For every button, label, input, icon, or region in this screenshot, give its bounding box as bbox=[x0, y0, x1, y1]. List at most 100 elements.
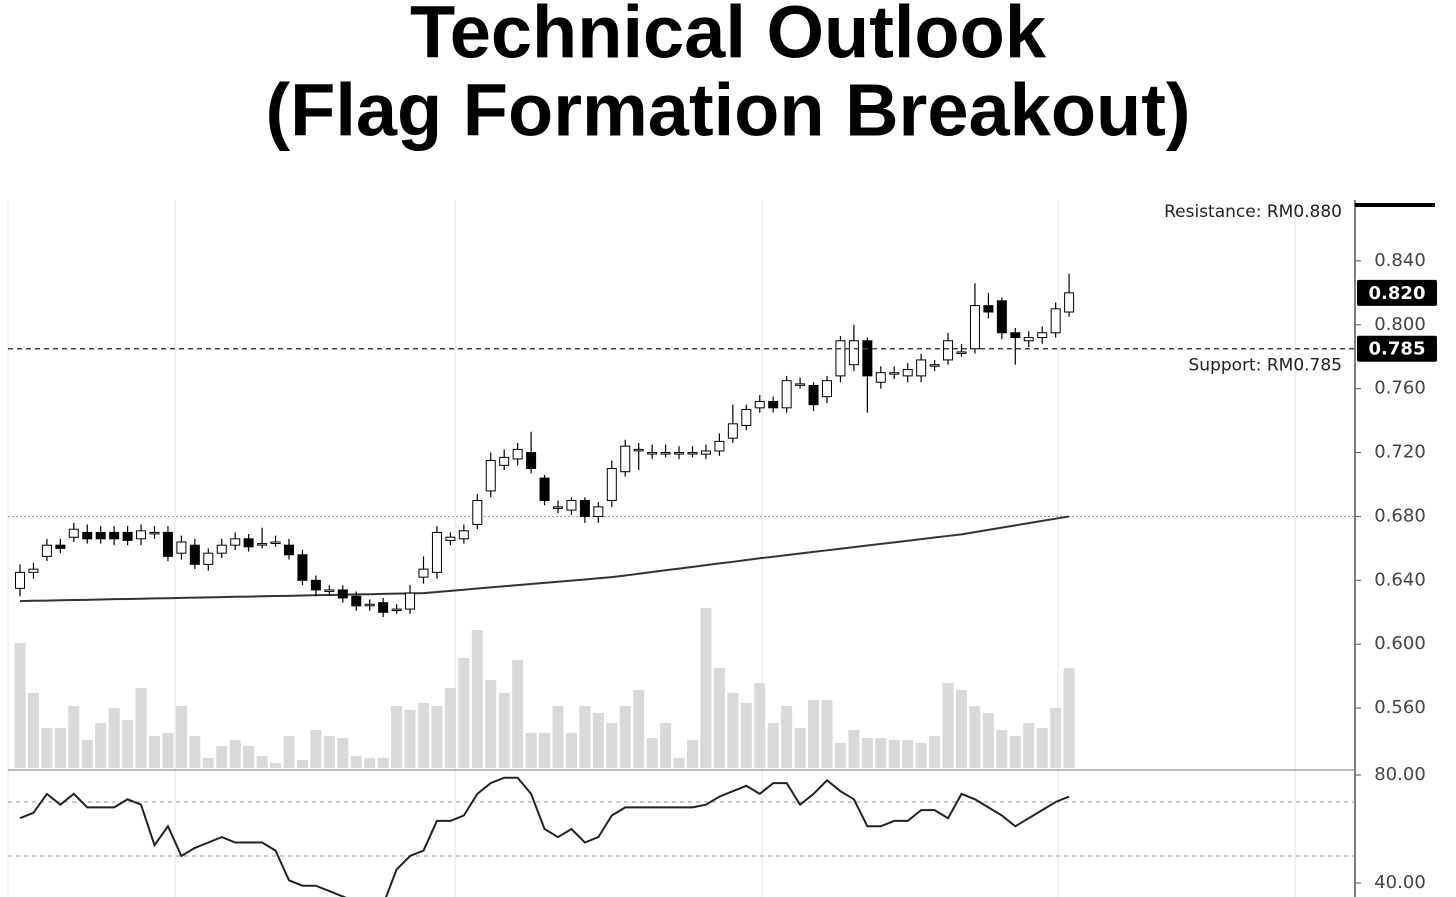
candle-body bbox=[458, 530, 469, 540]
time-grid bbox=[7, 200, 1296, 897]
candle-body bbox=[431, 531, 442, 573]
volume-bar bbox=[888, 740, 900, 768]
candle-body bbox=[472, 499, 483, 525]
candle-body bbox=[82, 531, 93, 540]
volume-bar bbox=[135, 688, 147, 768]
volume-bar bbox=[660, 723, 672, 768]
volume-bar bbox=[956, 690, 967, 768]
candle-body bbox=[1064, 292, 1075, 313]
volume-bar bbox=[552, 706, 564, 768]
candle-body bbox=[996, 300, 1007, 334]
candle-body bbox=[230, 538, 241, 546]
volume-bar bbox=[606, 723, 618, 768]
volume-bar bbox=[834, 743, 846, 768]
y-tick-label: 0.720 bbox=[1374, 442, 1426, 463]
y-tick-label: 0.680 bbox=[1374, 505, 1426, 526]
candle-body bbox=[95, 531, 106, 540]
volume-bar bbox=[915, 743, 927, 768]
volume-bar bbox=[929, 736, 941, 768]
volume-bar bbox=[175, 706, 187, 768]
candle-body bbox=[445, 536, 456, 541]
y-tick-label: 0.760 bbox=[1374, 378, 1426, 399]
volume-bar bbox=[256, 756, 268, 768]
volume-bar bbox=[216, 746, 228, 768]
volume-bar bbox=[14, 643, 26, 768]
candle-body bbox=[189, 544, 200, 565]
price-badge-label: 0.785 bbox=[1369, 339, 1426, 360]
moving-average bbox=[19, 515, 1070, 603]
candle-body bbox=[916, 359, 927, 377]
y-tick-label: 0.800 bbox=[1374, 314, 1426, 335]
candle-body bbox=[754, 400, 765, 409]
candle-body bbox=[983, 305, 994, 313]
volume-bar bbox=[781, 706, 793, 768]
candle-body bbox=[808, 384, 819, 406]
candle-body bbox=[660, 452, 671, 455]
candle-body bbox=[848, 340, 859, 366]
candle-body bbox=[822, 380, 832, 398]
candle-body bbox=[324, 589, 335, 592]
candle-body bbox=[593, 506, 604, 517]
candle-body bbox=[162, 531, 173, 557]
volume-bar bbox=[727, 693, 739, 768]
candle-body bbox=[364, 603, 375, 607]
volume-bar bbox=[498, 693, 510, 768]
candle-body bbox=[902, 369, 913, 377]
volume-bar bbox=[485, 680, 497, 768]
volume-bar bbox=[283, 736, 295, 768]
volume-bar bbox=[861, 738, 873, 768]
candle-body bbox=[15, 571, 25, 589]
candle-body bbox=[68, 528, 79, 538]
candle-body bbox=[929, 364, 940, 367]
candle-body bbox=[539, 477, 550, 501]
volume-bar bbox=[794, 728, 806, 768]
candle-body bbox=[485, 460, 496, 492]
candle-body bbox=[579, 499, 590, 517]
candle-body bbox=[553, 506, 563, 509]
volume-bar bbox=[81, 740, 93, 768]
volume-bar bbox=[350, 756, 362, 768]
candle-body bbox=[781, 380, 792, 409]
y-tick-label: 0.840 bbox=[1374, 250, 1426, 271]
volume-bar bbox=[364, 758, 376, 768]
volume-bar bbox=[189, 736, 201, 768]
candle-body bbox=[795, 383, 806, 386]
rsi-line bbox=[19, 776, 1070, 897]
chart-subtitle: (Flag Formation Breakout) bbox=[265, 69, 1190, 152]
volume-layer bbox=[14, 608, 1075, 768]
candle-body bbox=[176, 541, 187, 554]
volume-bar bbox=[391, 706, 403, 768]
volume-bar bbox=[687, 740, 698, 768]
candle-body bbox=[351, 595, 362, 607]
volume-bar bbox=[875, 738, 887, 768]
candle-body bbox=[889, 372, 900, 375]
volume-bar bbox=[982, 713, 994, 768]
candle-body bbox=[418, 568, 429, 578]
volume-bar bbox=[404, 710, 416, 768]
candle-body bbox=[875, 372, 886, 383]
volume-bar bbox=[54, 728, 66, 768]
volume-bar bbox=[229, 740, 241, 768]
volume-bar bbox=[1050, 708, 1062, 768]
volume-bar bbox=[108, 708, 120, 768]
candle-body bbox=[310, 579, 321, 591]
price-badge-label: 0.820 bbox=[1369, 283, 1426, 304]
volume-bar bbox=[740, 703, 752, 768]
candle-body bbox=[499, 456, 510, 466]
volume-bar bbox=[68, 706, 80, 768]
candle-body bbox=[216, 544, 227, 554]
volume-bar bbox=[673, 758, 685, 768]
candle-body bbox=[566, 499, 577, 511]
volume-bar bbox=[162, 733, 174, 768]
volume-bar bbox=[122, 720, 134, 768]
y-tick-label: 0.640 bbox=[1374, 569, 1426, 590]
support-label: Support: RM0.785 bbox=[1189, 356, 1342, 376]
candle-body bbox=[620, 445, 631, 473]
candle-body bbox=[257, 543, 268, 546]
candle-body bbox=[41, 544, 52, 557]
volume-bar bbox=[848, 730, 860, 768]
chart-title: Technical Outlook bbox=[410, 0, 1047, 74]
candle-body bbox=[270, 541, 281, 544]
volume-bar bbox=[902, 740, 914, 768]
